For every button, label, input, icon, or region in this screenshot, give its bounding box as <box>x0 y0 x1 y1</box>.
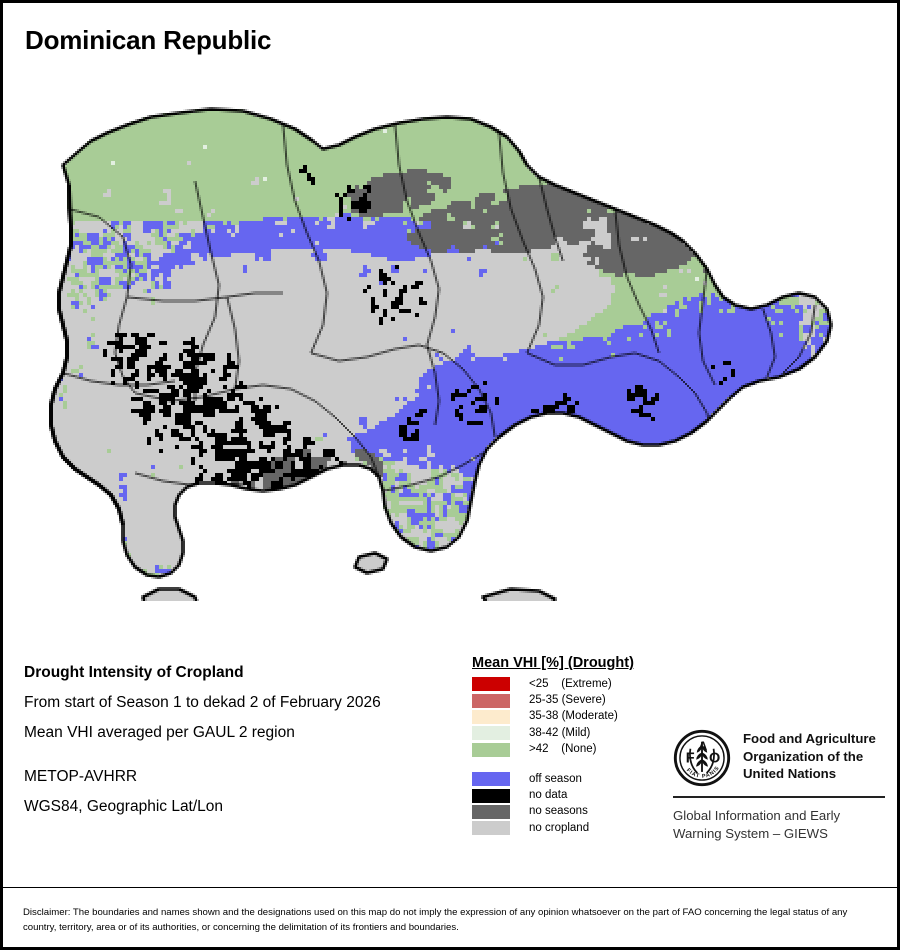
description-aggregation: Mean VHI averaged per GAUL 2 region <box>24 724 295 741</box>
description-sensor: METOP-AVHRR <box>24 768 138 785</box>
fao-name-line-1: Food and Agriculture <box>743 731 876 746</box>
giews-line-1: Global Information and Early <box>673 808 841 823</box>
legend-row-no-cropland: no cropland <box>472 820 692 836</box>
disclaimer-divider <box>3 887 897 888</box>
legend-label-extreme: <25 (Extreme) <box>529 677 612 690</box>
legend-class-list: <25 (Extreme) 25-35 (Severe) 35-38 (Modera… <box>472 676 692 758</box>
legend-title: Mean VHI [%] (Drought) <box>472 655 634 671</box>
legend-label-no-data: no data <box>529 789 568 802</box>
disclaimer-text: Disclaimer: The boundaries and names sho… <box>23 907 848 933</box>
legend-swatch-extreme <box>472 677 510 692</box>
fao-name-line-3: United Nations <box>743 766 837 781</box>
legend-swatch-moderate <box>472 709 510 724</box>
description-spacer <box>24 748 464 762</box>
legend-swatch-severe <box>472 693 510 708</box>
legend-row-mild: 38-42 (Mild) <box>472 725 692 741</box>
map-description: Drought Intensity of Cropland From start… <box>24 658 464 822</box>
legend-swatch-off-season <box>472 772 510 787</box>
legend-label-none: >42 (None) <box>529 743 597 756</box>
fao-logo-row: F A O FIAT PANIS Food and Agriculture Or… <box>673 729 885 787</box>
fao-divider <box>673 796 885 798</box>
legend-swatch-no-cropland <box>472 821 510 836</box>
legend-status-list: off season no data no seasons no cropland <box>472 771 692 837</box>
legend-swatch-no-seasons <box>472 804 510 819</box>
legend-swatch-mild <box>472 726 510 741</box>
legend-row-no-seasons: no seasons <box>472 804 692 820</box>
svg-text:A: A <box>699 739 708 753</box>
drought-intensity-map <box>3 61 897 601</box>
legend-label-no-cropland: no cropland <box>529 821 590 834</box>
map-legend: Mean VHI [%] (Drought) <25 (Extreme) 25-3… <box>472 655 692 837</box>
legend-row-off-season: off season <box>472 771 692 787</box>
fao-name-line-2: Organization of the <box>743 748 864 764</box>
legend-row-severe: 25-35 (Severe) <box>472 692 692 708</box>
description-period: From start of Season 1 to dekad 2 of Feb… <box>24 694 381 711</box>
svg-text:O: O <box>709 751 720 767</box>
legend-row-none: >42 (None) <box>472 742 692 758</box>
description-heading: Drought Intensity of Cropland <box>24 664 244 681</box>
page-title: Dominican Republic <box>25 25 272 55</box>
fao-branding: F A O FIAT PANIS Food and Agriculture Or… <box>673 729 885 843</box>
svg-text:F: F <box>686 751 695 767</box>
giews-subtitle: Global Information and Early Warning Sys… <box>673 807 885 843</box>
legend-label-off-season: off season <box>529 772 582 785</box>
legend-label-no-seasons: no seasons <box>529 805 588 818</box>
legend-label-severe: 25-35 (Severe) <box>529 694 606 707</box>
legend-row-extreme: <25 (Extreme) <box>472 676 692 692</box>
map-figure <box>3 61 897 601</box>
svg-text:FIAT PANIS: FIAT PANIS <box>685 765 721 780</box>
description-projection: WGS84, Geographic Lat/Lon <box>24 798 224 815</box>
legend-label-mild: 38-42 (Mild) <box>529 726 591 739</box>
legend-label-moderate: 35-38 (Moderate) <box>529 710 618 723</box>
legend-swatch-none <box>472 742 510 757</box>
legend-gap <box>472 758 692 771</box>
legend-swatch-no-data <box>472 788 510 803</box>
fao-emblem-icon: F A O FIAT PANIS <box>673 729 731 787</box>
legend-row-no-data: no data <box>472 787 692 803</box>
fao-organization-name: Food and Agriculture Organization of the… <box>743 729 876 783</box>
legend-row-moderate: 35-38 (Moderate) <box>472 709 692 725</box>
giews-line-2: Warning System – GIEWS <box>673 826 828 841</box>
